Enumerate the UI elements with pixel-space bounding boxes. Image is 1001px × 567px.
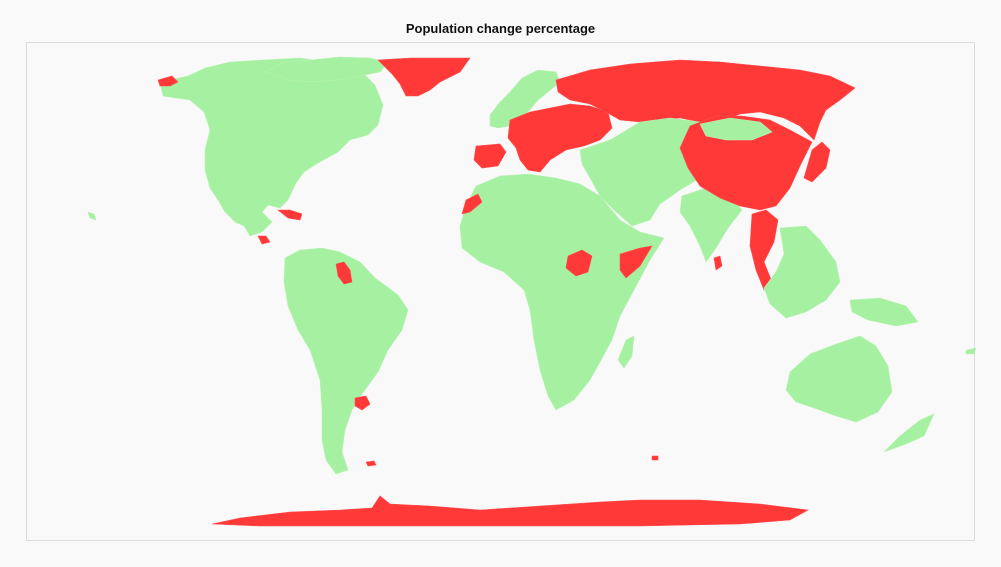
region-central-eastern-europe[interactable] (507, 103, 613, 173)
region-fiji[interactable] (965, 347, 977, 355)
region-central-america-south[interactable] (257, 235, 271, 245)
region-alaska-west[interactable] (157, 75, 179, 87)
region-australia[interactable] (785, 335, 893, 423)
region-falklands[interactable] (365, 460, 377, 467)
region-south-america[interactable] (283, 247, 409, 475)
map-title: Population change percentage (405, 21, 596, 36)
region-sri-lanka[interactable] (713, 255, 723, 271)
region-uruguay[interactable] (354, 395, 371, 411)
region-guyana-suriname[interactable] (335, 261, 353, 285)
region-western-europe[interactable] (489, 69, 561, 129)
region-mongolia[interactable] (699, 117, 773, 141)
region-arctic-islands[interactable] (264, 56, 389, 83)
region-iberia[interactable] (473, 143, 507, 169)
region-southeast-asia-islands[interactable] (763, 225, 841, 319)
region-thailand-indochina[interactable] (749, 209, 779, 291)
region-antarctica[interactable] (211, 495, 809, 527)
region-somalia[interactable] (619, 245, 653, 279)
region-indonesia-east[interactable] (849, 297, 919, 327)
region-south-sudan[interactable] (565, 249, 593, 277)
region-greenland[interactable] (377, 57, 471, 97)
region-africa[interactable] (459, 173, 665, 411)
region-south-atlantic-island[interactable] (651, 455, 659, 461)
region-cuba[interactable] (277, 209, 303, 221)
region-north-america[interactable] (159, 57, 384, 237)
region-western-sahara[interactable] (461, 193, 483, 215)
region-china[interactable] (679, 115, 813, 211)
region-hawaii[interactable] (87, 211, 97, 221)
region-russia[interactable] (555, 59, 856, 141)
region-new-zealand[interactable] (883, 413, 935, 453)
region-japan-korea[interactable] (803, 141, 831, 183)
region-madagascar[interactable] (617, 335, 635, 369)
